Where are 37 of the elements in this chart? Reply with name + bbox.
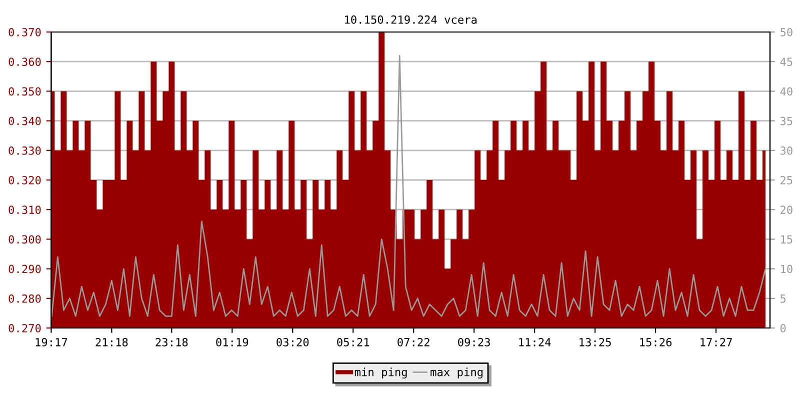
y-tick-label: 0.360 [8, 58, 41, 66]
y2-tick-label: 5 [780, 294, 786, 303]
y2-tick-label: 20 [780, 206, 792, 214]
x-tick-label: 11:24 [519, 338, 551, 346]
y-tick-label: 0.340 [8, 116, 41, 126]
y2-tick-label: 0 [780, 324, 786, 332]
y2-tick-label: 15 [781, 235, 792, 244]
y2-tick-label: 50 [780, 28, 792, 36]
x-tick-label: 13:25 [580, 338, 611, 346]
x-tick-label: 17:27 [700, 338, 732, 346]
x-tick-label: 23:18 [156, 338, 188, 346]
y-tick-label: 0.350 [8, 87, 41, 96]
y2-tick-label: 40 [780, 87, 792, 96]
x-tick-label: 09:23 [458, 338, 490, 346]
y-tick-label: 0.280 [8, 294, 41, 303]
x-tick-label: 19:17 [36, 338, 68, 346]
y-tick-label: 0.270 [8, 324, 41, 332]
y-tick-label: 0.310 [8, 206, 41, 214]
y2-tick-label: 30 [780, 146, 792, 155]
y-tick-label: 0.370 [8, 28, 41, 36]
x-tick-label: 21:18 [96, 338, 128, 346]
x-tick-label: 07:22 [398, 338, 430, 346]
y2-tick-label: 45 [780, 58, 792, 66]
legend-label: max ping [430, 368, 483, 378]
y2-tick-label: 35 [780, 116, 792, 126]
x-tick-label: 15:26 [640, 338, 672, 346]
y-tick-label: 0.320 [8, 176, 41, 184]
y-tick-label: 0.330 [8, 146, 41, 155]
x-tick-label: 05:21 [337, 338, 370, 346]
legend-label: min ping [354, 368, 407, 378]
y2-tick-label: 10 [781, 264, 792, 274]
y-tick-label: 0.290 [8, 264, 41, 274]
x-tick-label: 03:20 [276, 338, 309, 346]
x-tick-label: 01:19 [216, 338, 248, 346]
y2-tick-label: 25 [780, 176, 792, 184]
y-tick-label: 0.300 [8, 235, 41, 244]
chart-title: 10.150.219.224 vcera [345, 15, 477, 24]
